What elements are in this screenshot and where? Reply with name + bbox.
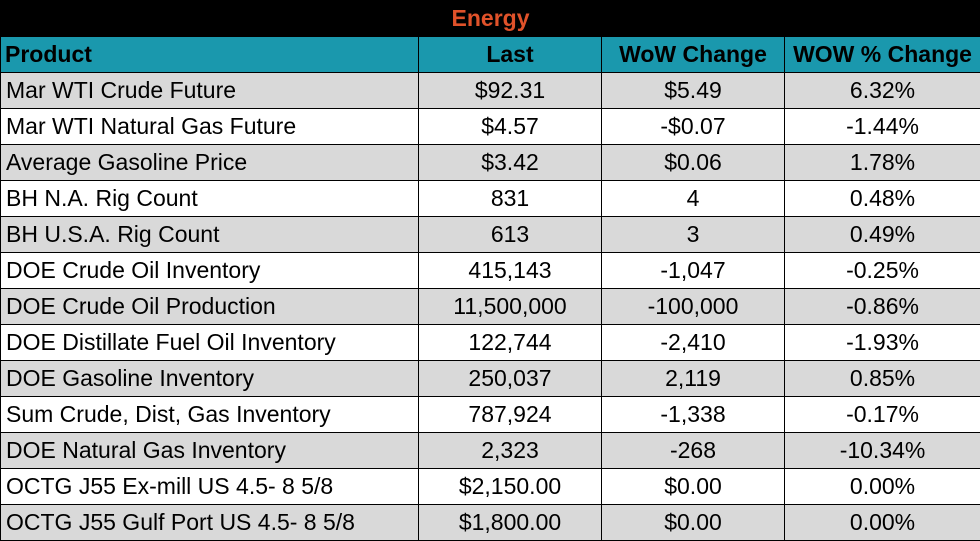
table-row: Mar WTI Natural Gas Future$4.57-$0.07-1.… xyxy=(1,109,980,145)
last-cell: 831 xyxy=(419,181,602,217)
product-cell: Sum Crude, Dist, Gas Inventory xyxy=(1,397,419,433)
last-cell: 122,744 xyxy=(419,325,602,361)
wow-change-cell: $5.49 xyxy=(602,73,785,109)
wow-pct-change-cell: 0.49% xyxy=(785,217,980,253)
product-cell: DOE Gasoline Inventory xyxy=(1,361,419,397)
wow-pct-change-cell: 1.78% xyxy=(785,145,980,181)
wow-change-cell: -1,047 xyxy=(602,253,785,289)
wow-change-cell: -100,000 xyxy=(602,289,785,325)
title-row: Energy xyxy=(1,1,980,37)
wow-change-cell: -$0.07 xyxy=(602,109,785,145)
product-cell: Mar WTI Crude Future xyxy=(1,73,419,109)
wow-change-cell: -1,338 xyxy=(602,397,785,433)
table-row: OCTG J55 Ex-mill US 4.5- 8 5/8$2,150.00$… xyxy=(1,469,980,505)
wow-change-cell: $0.00 xyxy=(602,469,785,505)
last-cell: 11,500,000 xyxy=(419,289,602,325)
wow-pct-change-cell: 0.00% xyxy=(785,505,980,541)
wow-change-cell: $0.06 xyxy=(602,145,785,181)
last-cell: 250,037 xyxy=(419,361,602,397)
product-cell: OCTG J55 Ex-mill US 4.5- 8 5/8 xyxy=(1,469,419,505)
last-cell: $3.42 xyxy=(419,145,602,181)
wow-pct-change-cell: -1.93% xyxy=(785,325,980,361)
product-cell: Average Gasoline Price xyxy=(1,145,419,181)
product-cell: DOE Crude Oil Production xyxy=(1,289,419,325)
wow-change-cell: 4 xyxy=(602,181,785,217)
column-header-wow-change: WoW Change xyxy=(602,37,785,73)
wow-pct-change-cell: -0.17% xyxy=(785,397,980,433)
last-cell: $1,800.00 xyxy=(419,505,602,541)
last-cell: 415,143 xyxy=(419,253,602,289)
wow-pct-change-cell: 0.48% xyxy=(785,181,980,217)
product-cell: BH U.S.A. Rig Count xyxy=(1,217,419,253)
product-cell: BH N.A. Rig Count xyxy=(1,181,419,217)
product-cell: DOE Distillate Fuel Oil Inventory xyxy=(1,325,419,361)
last-cell: $4.57 xyxy=(419,109,602,145)
last-cell: $2,150.00 xyxy=(419,469,602,505)
wow-pct-change-cell: -1.44% xyxy=(785,109,980,145)
last-cell: 613 xyxy=(419,217,602,253)
wow-pct-change-cell: -0.25% xyxy=(785,253,980,289)
wow-pct-change-cell: 6.32% xyxy=(785,73,980,109)
wow-change-cell: 3 xyxy=(602,217,785,253)
wow-pct-change-cell: 0.85% xyxy=(785,361,980,397)
table-row: OCTG J55 Gulf Port US 4.5- 8 5/8$1,800.0… xyxy=(1,505,980,541)
wow-pct-change-cell: 0.00% xyxy=(785,469,980,505)
last-cell: $92.31 xyxy=(419,73,602,109)
product-cell: Mar WTI Natural Gas Future xyxy=(1,109,419,145)
column-header-wow-pct-change: WOW % Change xyxy=(785,37,980,73)
wow-change-cell: -2,410 xyxy=(602,325,785,361)
header-row: Product Last WoW Change WOW % Change xyxy=(1,37,980,73)
table-title: Energy xyxy=(1,1,980,37)
product-cell: DOE Crude Oil Inventory xyxy=(1,253,419,289)
wow-change-cell: 2,119 xyxy=(602,361,785,397)
product-cell: OCTG J55 Gulf Port US 4.5- 8 5/8 xyxy=(1,505,419,541)
product-cell: DOE Natural Gas Inventory xyxy=(1,433,419,469)
wow-change-cell: $0.00 xyxy=(602,505,785,541)
last-cell: 2,323 xyxy=(419,433,602,469)
wow-change-cell: -268 xyxy=(602,433,785,469)
wow-pct-change-cell: -10.34% xyxy=(785,433,980,469)
last-cell: 787,924 xyxy=(419,397,602,433)
column-header-product: Product xyxy=(1,37,419,73)
wow-pct-change-cell: -0.86% xyxy=(785,289,980,325)
column-header-last: Last xyxy=(419,37,602,73)
